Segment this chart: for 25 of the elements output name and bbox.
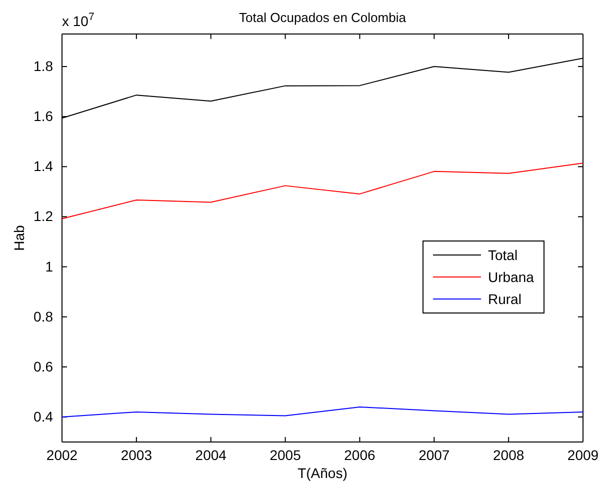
line-series: [62, 406, 584, 418]
y-tick-label: 0.8: [34, 308, 54, 324]
y-tick-label: 0.4: [34, 408, 54, 424]
text: x 10$^{7}$: [62, 11, 94, 29]
y-tick-label: 1.2: [34, 208, 54, 224]
x-tick-label: 2007: [418, 446, 450, 463]
x-tick-label: 2003: [120, 446, 152, 463]
y-axis-title: Hab: [11, 224, 27, 251]
x-tick-label: 2009: [567, 446, 599, 463]
legend-label: Rural: [488, 291, 522, 307]
y-tick-label: 1.6: [34, 108, 54, 124]
line-series: [62, 162, 584, 220]
y-tick-label: 1.8: [34, 58, 54, 74]
x-tick-label: 2002: [46, 446, 78, 463]
y-tick-label: 0.6: [34, 358, 54, 374]
legend-label: Urbana: [488, 269, 534, 285]
legend-label: Total: [488, 247, 518, 263]
x-tick-label: 2005: [270, 446, 302, 463]
x-tick-label: 2006: [344, 446, 376, 463]
chart-title: Total Ocupados en Colombia: [239, 10, 407, 25]
x-axis-title: T(Años): [298, 465, 348, 481]
x-tick-label: 2008: [492, 446, 524, 463]
y-tick-label: 1.4: [34, 158, 54, 174]
y-tick-label: 1: [45, 258, 54, 274]
x-tick-label: 2004: [195, 446, 227, 463]
